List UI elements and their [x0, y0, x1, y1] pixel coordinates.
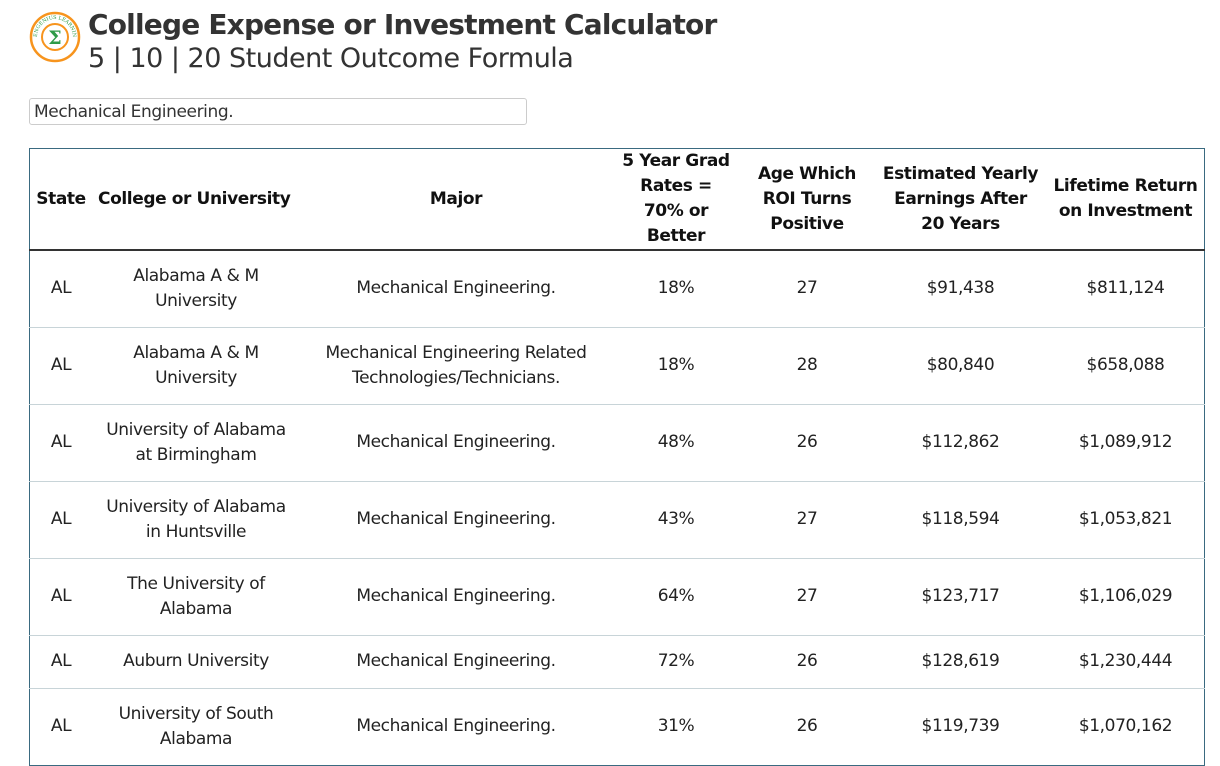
cell-roi-age: 26: [740, 687, 874, 765]
cell-state: AL: [29, 634, 92, 688]
cell-college: University of South Alabama: [92, 687, 300, 765]
page-title: College Expense or Investment Calculator: [88, 8, 717, 41]
cell-college: University of Alabama in Huntsville: [92, 480, 300, 558]
cell-major: Mechanical Engineering.: [300, 557, 612, 635]
column-header-college[interactable]: College or University: [92, 148, 300, 251]
cell-state: AL: [29, 249, 92, 327]
results-table: State College or University Major 5 Year…: [29, 148, 1205, 766]
cell-state: AL: [29, 403, 92, 481]
cell-lifetime-roi: $811,124: [1047, 249, 1205, 327]
cell-grad-rate: 48%: [612, 403, 740, 481]
cell-college: The University of Alabama: [92, 557, 300, 635]
cell-roi-age: 27: [740, 249, 874, 327]
cell-grad-rate: 43%: [612, 480, 740, 558]
major-search-input[interactable]: [29, 98, 527, 125]
column-header-lifetime-roi[interactable]: Lifetime Return on Investment: [1047, 148, 1205, 251]
table-header-row: State College or University Major 5 Year…: [29, 148, 1205, 251]
cell-lifetime-roi: $1,089,912: [1047, 403, 1205, 481]
cell-yearly-earnings: $118,594: [874, 480, 1047, 558]
cell-grad-rate: 31%: [612, 687, 740, 765]
cell-college: Auburn University: [92, 634, 300, 688]
cell-roi-age: 27: [740, 480, 874, 558]
column-header-yearly-earnings[interactable]: Estimated Yearly Earnings After 20 Years: [874, 148, 1047, 251]
cell-grad-rate: 18%: [612, 326, 740, 404]
table-row: AL University of South Alabama Mechanical …: [29, 687, 1205, 765]
table-row: AL University of Alabama in Huntsville Mec…: [29, 480, 1205, 558]
cell-grad-rate: 18%: [612, 249, 740, 327]
cell-major: Mechanical Engineering.: [300, 480, 612, 558]
cell-major: Mechanical Engineering.: [300, 687, 612, 765]
cell-yearly-earnings: $112,862: [874, 403, 1047, 481]
cell-major: Mechanical Engineering.: [300, 249, 612, 327]
cell-state: AL: [29, 480, 92, 558]
cell-roi-age: 26: [740, 634, 874, 688]
table-row: AL University of Alabama at Birmingham Mec…: [29, 403, 1205, 481]
cell-roi-age: 28: [740, 326, 874, 404]
cell-yearly-earnings: $91,438: [874, 249, 1047, 327]
cell-college: University of Alabama at Birmingham: [92, 403, 300, 481]
cell-lifetime-roi: $1,053,821: [1047, 480, 1205, 558]
cell-lifetime-roi: $1,230,444: [1047, 634, 1205, 688]
page-subtitle: 5 | 10 | 20 Student Outcome Formula: [88, 43, 574, 74]
cell-college: Alabama A & M University: [92, 249, 300, 327]
table-row: AL The University of Alabama Mechanical En…: [29, 557, 1205, 635]
cell-major: Mechanical Engineering Related Technolog…: [300, 326, 612, 404]
cell-college: Alabama A & M University: [92, 326, 300, 404]
cell-state: AL: [29, 687, 92, 765]
table-row: AL Alabama A & M University Mechanical Eng…: [29, 326, 1205, 404]
cell-roi-age: 27: [740, 557, 874, 635]
column-header-roi-age[interactable]: Age Which ROI Turns Positive: [740, 148, 874, 251]
cell-grad-rate: 72%: [612, 634, 740, 688]
cell-lifetime-roi: $1,070,162: [1047, 687, 1205, 765]
column-header-state[interactable]: State: [29, 148, 92, 251]
cell-yearly-earnings: $80,840: [874, 326, 1047, 404]
logo: Σ ENGENIUS LEARNING: [29, 11, 81, 63]
cell-lifetime-roi: $1,106,029: [1047, 557, 1205, 635]
table-row: AL Alabama A & M University Mechanical Eng…: [29, 249, 1205, 327]
cell-grad-rate: 64%: [612, 557, 740, 635]
cell-major: Mechanical Engineering.: [300, 634, 612, 688]
cell-roi-age: 26: [740, 403, 874, 481]
cell-lifetime-roi: $658,088: [1047, 326, 1205, 404]
cell-major: Mechanical Engineering.: [300, 403, 612, 481]
page-header: Σ ENGENIUS LEARNING College Expense or I…: [29, 8, 717, 76]
cell-state: AL: [29, 557, 92, 635]
cell-yearly-earnings: $123,717: [874, 557, 1047, 635]
cell-yearly-earnings: $128,619: [874, 634, 1047, 688]
table-row: AL Auburn University Mechanical Engineerin…: [29, 634, 1205, 688]
column-header-major[interactable]: Major: [300, 148, 612, 251]
cell-yearly-earnings: $119,739: [874, 687, 1047, 765]
column-header-grad-rate[interactable]: 5 Year Grad Rates = 70% or Better: [612, 148, 740, 251]
svg-text:Σ: Σ: [48, 27, 61, 49]
cell-state: AL: [29, 326, 92, 404]
